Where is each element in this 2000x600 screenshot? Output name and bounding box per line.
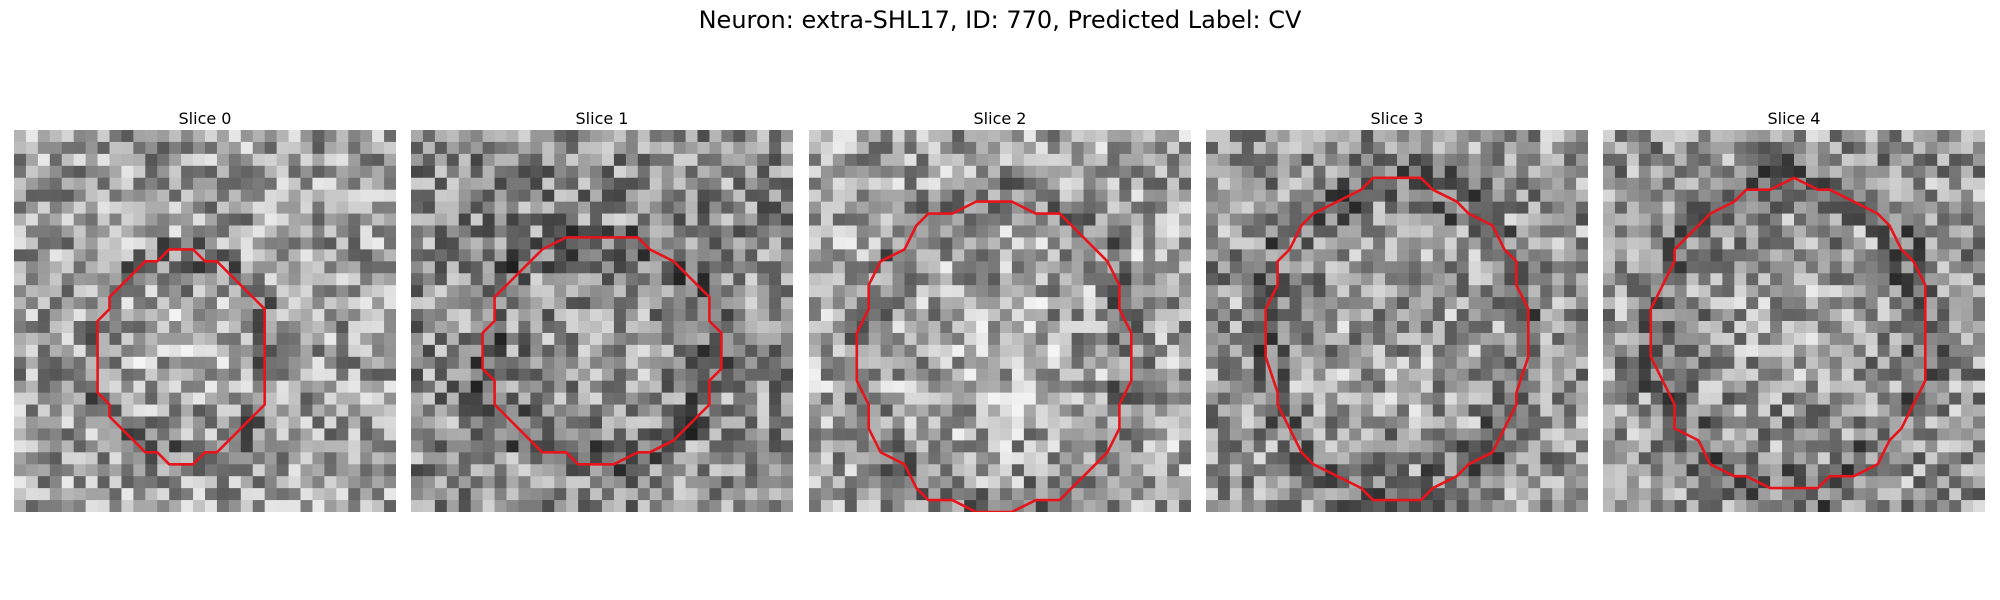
slice-panel-3: Slice 3	[1206, 108, 1588, 512]
slice-title: Slice 3	[1370, 109, 1424, 128]
slice-image	[14, 130, 396, 512]
contour-outline	[855, 200, 1133, 512]
slice-image	[1603, 130, 1985, 512]
slice-image	[809, 130, 1191, 512]
slice-image	[411, 130, 793, 512]
contour-outline	[481, 236, 723, 466]
slice-title: Slice 0	[178, 109, 232, 128]
slice-panel-0: Slice 0	[14, 108, 396, 512]
slice-image	[1206, 130, 1588, 512]
slice-panel-2: Slice 2	[809, 108, 1191, 512]
slice-panel-1: Slice 1	[411, 108, 793, 512]
figure-title: Neuron: extra-SHL17, ID: 770, Predicted …	[698, 6, 1302, 34]
slice-title: Slice 4	[1767, 109, 1821, 128]
slice-title: Slice 1	[575, 109, 629, 128]
contour-outline	[96, 248, 266, 466]
contour-outline	[1649, 176, 1927, 490]
slice-title: Slice 2	[973, 109, 1027, 128]
slice-panel-4: Slice 4	[1603, 108, 1985, 512]
contour-outline	[1264, 176, 1530, 502]
